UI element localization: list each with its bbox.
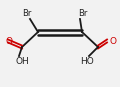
Text: OH: OH bbox=[16, 56, 30, 66]
Text: O: O bbox=[109, 37, 116, 46]
Text: HO: HO bbox=[80, 56, 94, 66]
Text: O: O bbox=[5, 37, 12, 46]
Text: Br: Br bbox=[22, 9, 31, 19]
Text: Br: Br bbox=[78, 9, 87, 19]
